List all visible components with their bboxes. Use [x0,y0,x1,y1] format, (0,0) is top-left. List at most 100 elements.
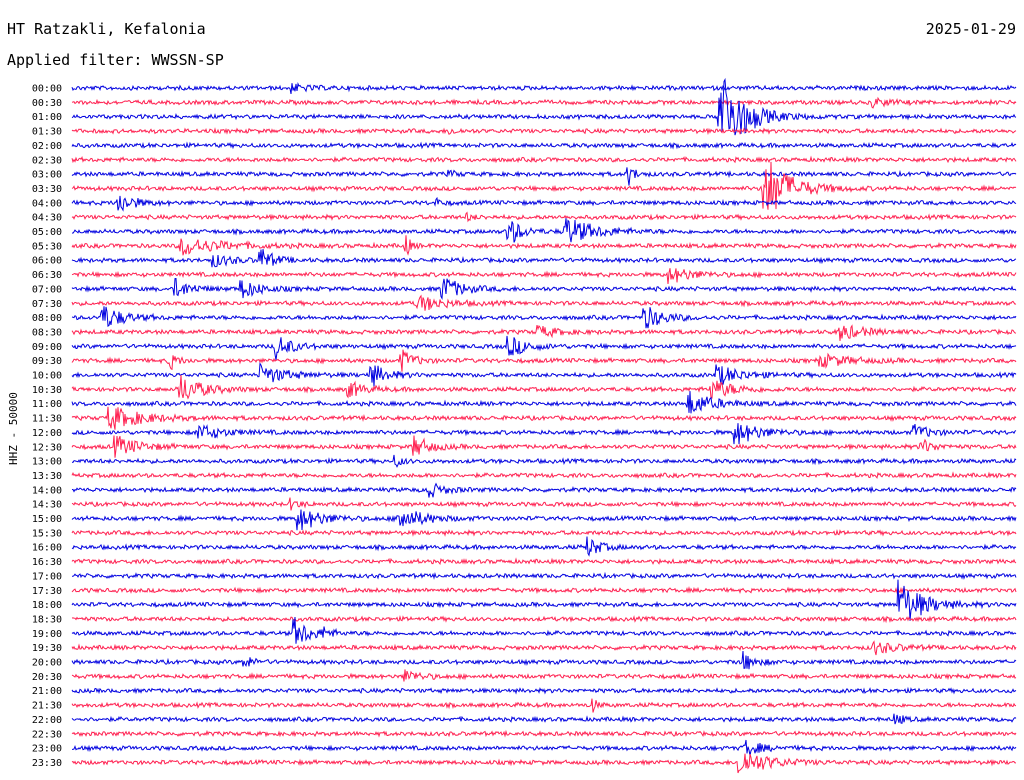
seismic-trace [71,249,1017,268]
seismic-trace [72,571,1017,580]
time-tick-label: 07:30 [32,299,62,310]
time-tick-label: 10:30 [32,385,62,396]
seismic-trace [71,528,1017,537]
time-tick-label: 03:30 [32,184,62,195]
time-tick-label: 22:30 [32,729,62,740]
seismic-trace [71,81,1017,94]
seismic-trace [71,306,1017,329]
time-tick-label: 19:30 [32,643,62,654]
time-tick-label: 16:00 [32,543,62,554]
seismic-trace [71,218,1017,243]
seismic-trace [71,471,1017,479]
time-tick-label: 14:30 [32,500,62,511]
time-tick-label: 06:00 [32,256,62,267]
time-tick-label: 00:00 [32,84,62,95]
seismic-trace [71,686,1017,695]
seismic-trace [71,335,1017,361]
seismic-trace [71,406,1017,430]
time-tick-label: 04:30 [32,213,62,224]
time-tick-label: 17:00 [32,571,62,582]
seismic-trace [71,155,1017,164]
time-tick-label: 13:00 [32,457,62,468]
seismic-trace [71,167,1017,186]
seismic-trace [71,640,1017,656]
time-tick-label: 20:00 [32,658,62,669]
seismic-trace [71,454,1017,468]
seismic-trace [71,141,1017,150]
time-tick-label: 10:00 [32,371,62,382]
time-tick-label: 01:30 [32,127,62,138]
seismic-trace [71,435,1017,458]
seismic-trace [71,77,1017,136]
time-tick-label: 11:30 [32,414,62,425]
time-tick-label: 16:30 [32,557,62,568]
time-tick-label: 23:00 [32,744,62,755]
time-tick-label: 15:00 [32,514,62,525]
seismic-trace [71,650,1017,670]
record-date: 2025-01-29 [925,20,1016,38]
seismic-trace [71,423,1017,445]
time-tick-label: 02:00 [32,141,62,152]
seismic-trace [71,277,1017,301]
time-tick-label: 07:00 [32,284,62,295]
seismic-trace [71,557,1017,566]
time-tick-label: 05:00 [32,227,62,238]
seismic-trace [71,235,1017,256]
seismic-trace [71,615,1017,624]
time-tick-label: 06:30 [32,270,62,281]
time-tick-label: 18:00 [32,600,62,611]
time-tick-label: 00:30 [32,98,62,109]
seismic-trace [71,324,1017,342]
filter-label: Applied filter: WWSSN-SP [7,51,224,69]
time-tick-label: 08:30 [32,327,62,338]
seismic-trace [71,362,1017,387]
time-tick-label: 08:00 [32,313,62,324]
seismic-trace [71,698,1017,713]
seismic-trace [71,536,1017,557]
time-tick-label: 17:30 [32,586,62,597]
time-tick-label: 11:00 [32,399,62,410]
seismic-trace [71,195,1017,212]
time-tick-label: 04:00 [32,198,62,209]
seismic-trace [71,211,1017,223]
time-tick-label: 15:30 [32,528,62,539]
time-tick-label: 03:00 [32,170,62,181]
time-tick-label: 12:00 [32,428,62,439]
seismic-trace [71,713,1017,725]
seismic-trace [71,579,1017,621]
seismic-trace [71,753,1016,774]
time-tick-label: 21:00 [32,686,62,697]
seismic-trace [71,127,1017,136]
time-tick-label: 05:30 [32,241,62,252]
time-tick-label: 14:00 [32,485,62,496]
seismic-trace [71,391,1017,414]
station-title: HT Ratzakli, Kefalonia [7,20,206,38]
seismic-trace [71,268,1017,285]
time-tick-label: 22:00 [32,715,62,726]
seismic-trace [71,96,1017,109]
seismic-trace [71,294,1017,311]
time-tick-label: 20:30 [32,672,62,683]
seismic-trace [71,669,1017,682]
time-tick-label: 02:30 [32,155,62,166]
time-tick-label: 09:00 [32,342,62,353]
time-tick-label: 21:30 [32,701,62,712]
time-tick-label: 09:30 [32,356,62,367]
time-tick-label: 13:30 [32,471,62,482]
time-tick-label: 18:30 [32,614,62,625]
seismic-trace [71,482,1017,498]
seismic-trace [71,509,1017,531]
seismic-trace [71,586,1017,595]
seismic-trace [71,616,1017,644]
seismic-trace [71,497,1017,511]
seismic-trace [72,739,1017,756]
time-tick-label: 01:00 [32,112,62,123]
seismic-trace [71,349,1017,372]
seismic-trace [71,729,1017,738]
time-tick-label: 23:30 [32,758,62,769]
seismic-trace [71,161,1017,210]
time-tick-label: 12:30 [32,442,62,453]
time-tick-label: 19:00 [32,629,62,640]
seismic-trace [71,375,1017,400]
